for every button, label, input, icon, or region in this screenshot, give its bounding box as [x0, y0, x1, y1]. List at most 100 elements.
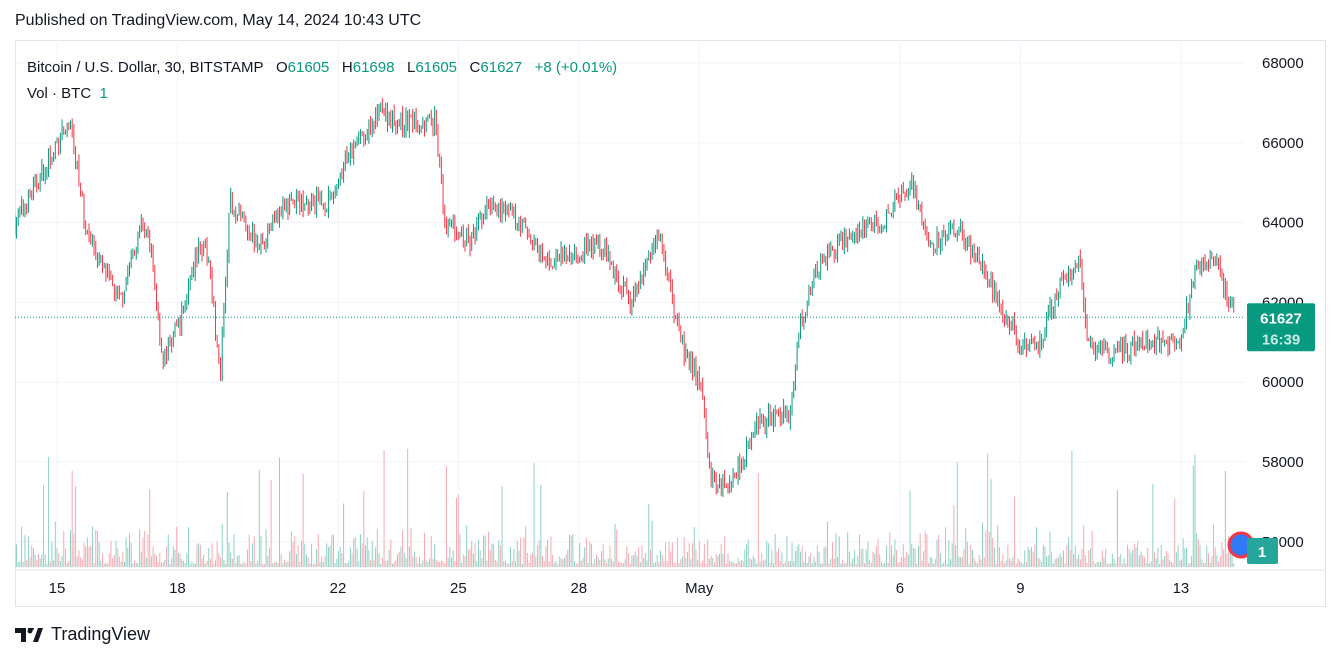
- volume-bar: [833, 558, 835, 567]
- volume-bar: [78, 550, 80, 567]
- volume-bar: [516, 540, 518, 567]
- change-value: +8 (+0.01%): [534, 59, 618, 76]
- volume-bar: [1027, 546, 1029, 567]
- volume-bar: [543, 561, 545, 567]
- tradingview-logo[interactable]: TradingView: [15, 624, 150, 645]
- volume-bar: [569, 534, 571, 567]
- volume-bar: [860, 549, 862, 567]
- volume-bar: [1002, 554, 1004, 567]
- volume-bar: [1180, 559, 1182, 567]
- volume-bar: [80, 557, 82, 567]
- volume-bar: [966, 541, 968, 567]
- volume-bar: [1047, 555, 1049, 567]
- volume-bar: [1015, 563, 1017, 567]
- volume-bar: [294, 536, 296, 567]
- volume-bar: [54, 521, 56, 567]
- volume-bar: [521, 563, 523, 567]
- volume-bar: [907, 554, 909, 567]
- volume-bar: [174, 549, 176, 567]
- low-value: 61605: [415, 59, 458, 76]
- volume-bar: [98, 541, 100, 567]
- volume-bar: [671, 542, 673, 567]
- volume-bar: [752, 555, 754, 567]
- volume-bar: [580, 560, 582, 567]
- volume-bar: [1157, 547, 1159, 567]
- volume-bar: [786, 535, 788, 567]
- volume-bar: [614, 524, 616, 567]
- volume-bar: [117, 548, 119, 567]
- volume-bar: [407, 448, 409, 567]
- volume-bar: [49, 561, 51, 567]
- volume-bar: [658, 562, 660, 567]
- volume-bar: [789, 561, 791, 567]
- volume-bar: [1123, 558, 1125, 567]
- volume-bar: [445, 466, 447, 567]
- brand-name: TradingView: [51, 624, 151, 644]
- volume-bar: [398, 552, 400, 567]
- volume-bar: [995, 563, 997, 567]
- volume-bar: [1044, 546, 1046, 567]
- volume-bar: [1182, 538, 1184, 567]
- volume-bar: [757, 473, 759, 567]
- volume-bar: [547, 539, 549, 567]
- volume-bar: [599, 560, 601, 567]
- volume-bar: [1116, 490, 1118, 567]
- volume-value: 1: [99, 85, 108, 102]
- volume-bar: [1012, 557, 1014, 567]
- volume-bar: [700, 563, 702, 567]
- volume-bar: [27, 536, 29, 567]
- volume-bar: [44, 554, 46, 567]
- volume-bar: [582, 557, 584, 567]
- volume-bar: [233, 534, 235, 567]
- volume-bar: [616, 529, 618, 567]
- volume-bar: [292, 542, 294, 567]
- volume-bar: [506, 563, 508, 567]
- volume-bar: [311, 543, 313, 567]
- volume-bar: [597, 557, 599, 567]
- volume-bar: [740, 560, 742, 567]
- volume-label[interactable]: Vol · BTC: [27, 85, 92, 102]
- volume-bar: [889, 532, 891, 567]
- volume-bar: [550, 536, 552, 567]
- volume-bar: [1201, 559, 1203, 567]
- symbol-title[interactable]: Bitcoin / U.S. Dollar, 30, BITSTAMP: [27, 59, 264, 76]
- volume-bar: [1207, 553, 1209, 567]
- volume-bar: [250, 561, 252, 567]
- volume-bar: [86, 537, 88, 567]
- volume-bar: [488, 531, 490, 567]
- volume-bar: [1209, 562, 1211, 567]
- volume-bar: [402, 530, 404, 567]
- volume-bar: [906, 551, 908, 567]
- volume-bar: [558, 556, 560, 567]
- volume-bar: [636, 555, 638, 567]
- volume-bar: [179, 553, 181, 567]
- volume-bar: [1005, 560, 1007, 567]
- volume-bar: [405, 557, 407, 567]
- volume-bar: [820, 563, 822, 567]
- volume-bar: [76, 556, 78, 567]
- volume-bar: [66, 563, 68, 567]
- volume-bar: [648, 503, 650, 567]
- volume-bar: [729, 560, 731, 567]
- volume-bar: [287, 561, 289, 567]
- volume-bar: [464, 556, 466, 567]
- volume-bar: [1186, 547, 1188, 567]
- volume-bar: [929, 557, 931, 567]
- volume-bar: [1133, 543, 1135, 567]
- volume-bar: [371, 540, 373, 567]
- volume-bar: [902, 543, 904, 567]
- volume-bar: [209, 559, 211, 567]
- volume-bar: [107, 563, 109, 567]
- volume-bar: [806, 563, 808, 567]
- volume-bar: [17, 562, 19, 567]
- volume-bar: [575, 563, 577, 567]
- volume-bar: [132, 563, 134, 567]
- volume-bar: [203, 555, 205, 567]
- volume-bar: [1046, 556, 1048, 567]
- volume-bar: [172, 546, 174, 567]
- volume-bar: [651, 520, 653, 567]
- volume-bar: [231, 558, 233, 567]
- volume-bar: [312, 563, 314, 567]
- volume-bar: [1000, 561, 1002, 567]
